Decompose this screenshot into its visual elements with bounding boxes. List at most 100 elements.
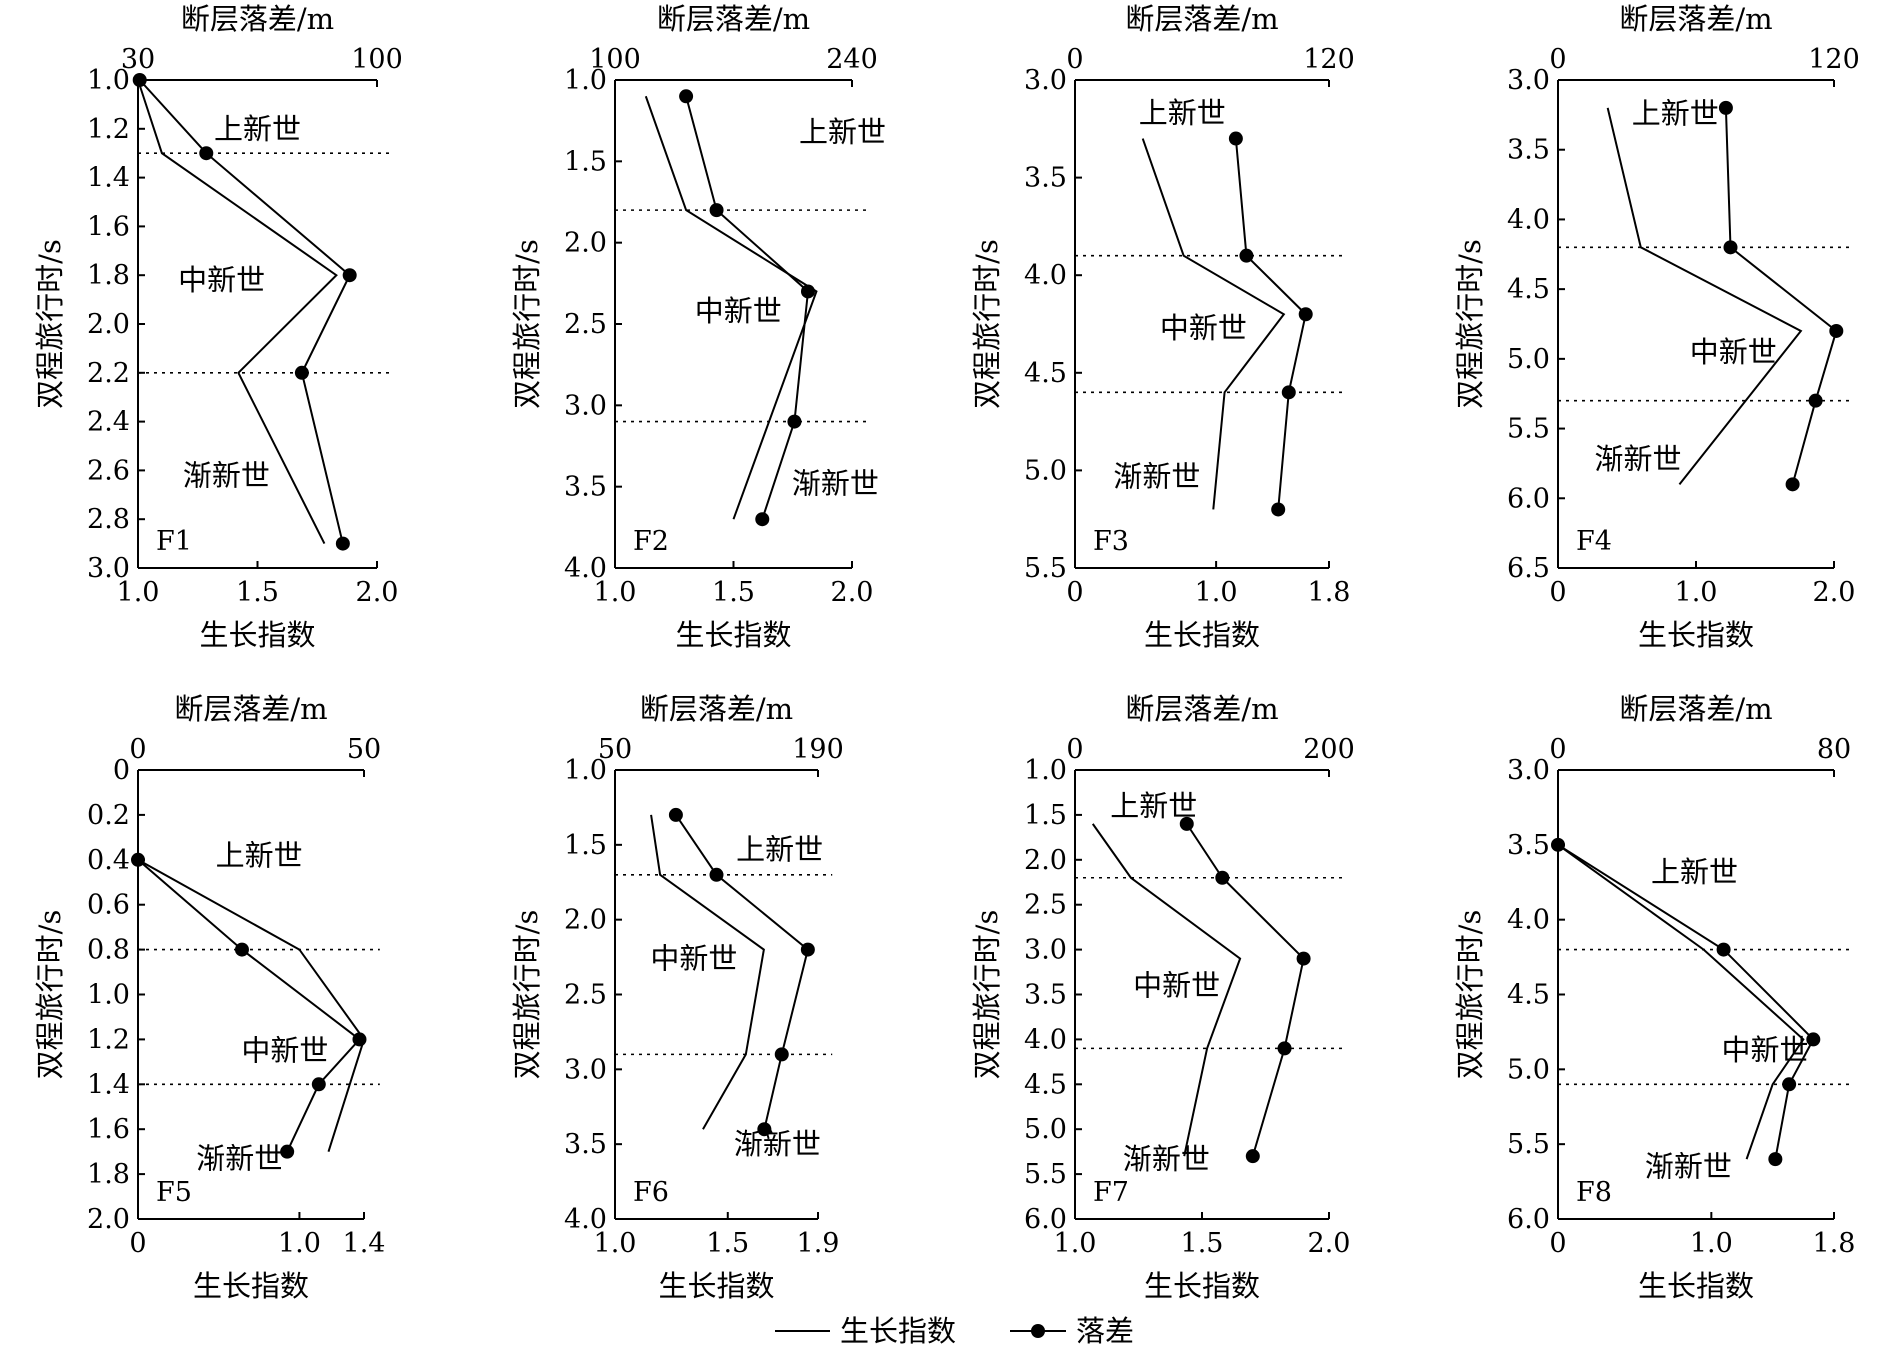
growth-tick-label: 1.0 (1195, 577, 1238, 608)
y-tick-label: 2.5 (564, 980, 607, 1011)
y-axis-title: 双程旅行时/s (1453, 910, 1487, 1080)
throw-point (132, 73, 147, 87)
growth-tick-label: 1.0 (594, 1228, 637, 1259)
y-tick-label: 6.0 (1507, 483, 1550, 514)
y-tick-label: 5.5 (1507, 414, 1550, 445)
growth-index-line (137, 79, 338, 545)
y-tick-label: 4.5 (1507, 980, 1550, 1011)
throw-point (709, 203, 724, 218)
y-tick-label: 3.5 (1507, 830, 1550, 861)
throw-point (1806, 1032, 1821, 1047)
throw-tick-label: 100 (589, 44, 641, 75)
throw-tick-label: 100 (351, 44, 403, 75)
panel-f7: 1.01.52.02.53.03.54.04.55.05.56.01.0 1.5 2… (970, 692, 1355, 1303)
period-label: 上新世 (1651, 855, 1738, 889)
top-axis-title: 断层落差/m (174, 692, 327, 726)
throw-point (755, 512, 770, 527)
throw-tick-label: 80 (1817, 734, 1851, 765)
period-label: 渐新世 (196, 1141, 283, 1175)
y-tick-label: 4.0 (564, 1204, 607, 1235)
y-tick-label: 4.0 (564, 553, 607, 584)
y-tick-label: 5.0 (1024, 1114, 1067, 1145)
growth-tick-label: 1.5 (236, 577, 279, 608)
growth-tick-label: 0 (1549, 1228, 1566, 1259)
legend: 生长指数 落差 (775, 1314, 1134, 1348)
panel-id: F2 (633, 526, 669, 557)
throw-point (1782, 1077, 1797, 1092)
panel-id: F5 (156, 1177, 192, 1208)
period-label: 中新世 (695, 294, 782, 328)
panel-f1: 1.01.21.41.61.82.02.22.42.62.83.01.0 1.5 2… (33, 2, 403, 652)
throw-line (1724, 107, 1838, 485)
throw-point (1271, 502, 1286, 517)
growth-tick-label: 0 (1549, 577, 1566, 608)
top-axis-title: 断层落差/m (640, 692, 793, 726)
growth-tick-label: 1.0 (1675, 577, 1718, 608)
throw-tick-label: 0 (1066, 44, 1083, 75)
throw-tick-label: 50 (347, 734, 381, 765)
bottom-axis-title: 生长指数 (1144, 618, 1260, 652)
throw-tick-label: 0 (1549, 44, 1566, 75)
y-tick-label: 3.5 (1507, 135, 1550, 166)
y-axis-title: 双程旅行时/s (510, 239, 544, 409)
throw-point (1179, 816, 1194, 831)
y-tick-label: 2.5 (564, 309, 607, 340)
y-tick-label: 1.0 (564, 755, 607, 786)
bottom-axis-title: 生长指数 (675, 618, 791, 652)
growth-tick-label: 2.0 (831, 577, 874, 608)
top-axis-title: 断层落差/m (1619, 692, 1772, 726)
y-tick-label: 2.4 (87, 407, 130, 438)
panel-id: F8 (1576, 1177, 1612, 1208)
legend-throw-label: 落差 (1076, 1314, 1134, 1348)
y-tick-label: 3.5 (1024, 980, 1067, 1011)
top-axis-title: 断层落差/m (181, 2, 334, 36)
y-tick-label: 2.2 (87, 358, 130, 389)
growth-tick-label: 1.9 (797, 1228, 840, 1259)
y-axis-title: 双程旅行时/s (510, 910, 544, 1080)
period-label: 渐新世 (1113, 459, 1200, 493)
period-label: 渐新世 (183, 458, 270, 492)
period-label: 中新世 (1721, 1033, 1808, 1067)
growth-tick-label: 1.0 (1054, 1228, 1097, 1259)
y-tick-label: 1.0 (87, 980, 130, 1011)
y-tick-label: 1.0 (564, 65, 607, 96)
y-tick-label: 0.6 (87, 890, 130, 921)
throw-point (1718, 100, 1733, 115)
y-tick-label: 1.4 (87, 163, 130, 194)
throw-tick-label: 120 (1303, 44, 1355, 75)
growth-tick-label: 0 (1066, 577, 1083, 608)
y-tick-label: 2.6 (87, 455, 130, 486)
y-tick-label: 3.0 (1024, 65, 1067, 96)
throw-point (311, 1077, 326, 1092)
y-tick-label: 1.0 (1024, 755, 1067, 786)
y-axis-title: 双程旅行时/s (1453, 239, 1487, 409)
period-label: 上新世 (1632, 96, 1719, 130)
panel-id: F1 (156, 526, 192, 557)
growth-tick-label: 1.8 (1308, 577, 1351, 608)
y-tick-label: 5.0 (1024, 455, 1067, 486)
y-tick-label: 0 (113, 755, 130, 786)
throw-point (1281, 385, 1296, 400)
legend-growth-label: 生长指数 (840, 1314, 956, 1348)
throw-point (1298, 307, 1313, 322)
y-tick-label: 3.0 (564, 390, 607, 421)
throw-point (335, 536, 350, 551)
throw-tick-label: 240 (826, 44, 878, 75)
legend-throw-marker (1031, 1324, 1045, 1338)
period-label: 渐新世 (1595, 442, 1682, 476)
y-tick-label: 3.0 (1024, 935, 1067, 966)
throw-tick-label: 30 (121, 44, 155, 75)
throw-tick-label: 50 (598, 734, 632, 765)
throw-point (1245, 1149, 1260, 1164)
throw-point (1785, 477, 1800, 492)
throw-point (800, 284, 815, 299)
growth-tick-label: 1.0 (594, 577, 637, 608)
throw-point (1808, 393, 1823, 408)
panel-id: F7 (1093, 1177, 1129, 1208)
panel-id: F4 (1576, 526, 1612, 557)
throw-point (131, 852, 145, 867)
panel-f6: 1.01.52.02.53.03.54.01.0 1.5 1.950 190断层落差/… (510, 692, 844, 1303)
growth-tick-label: 1.8 (1813, 1228, 1856, 1259)
throw-point (1296, 951, 1311, 966)
